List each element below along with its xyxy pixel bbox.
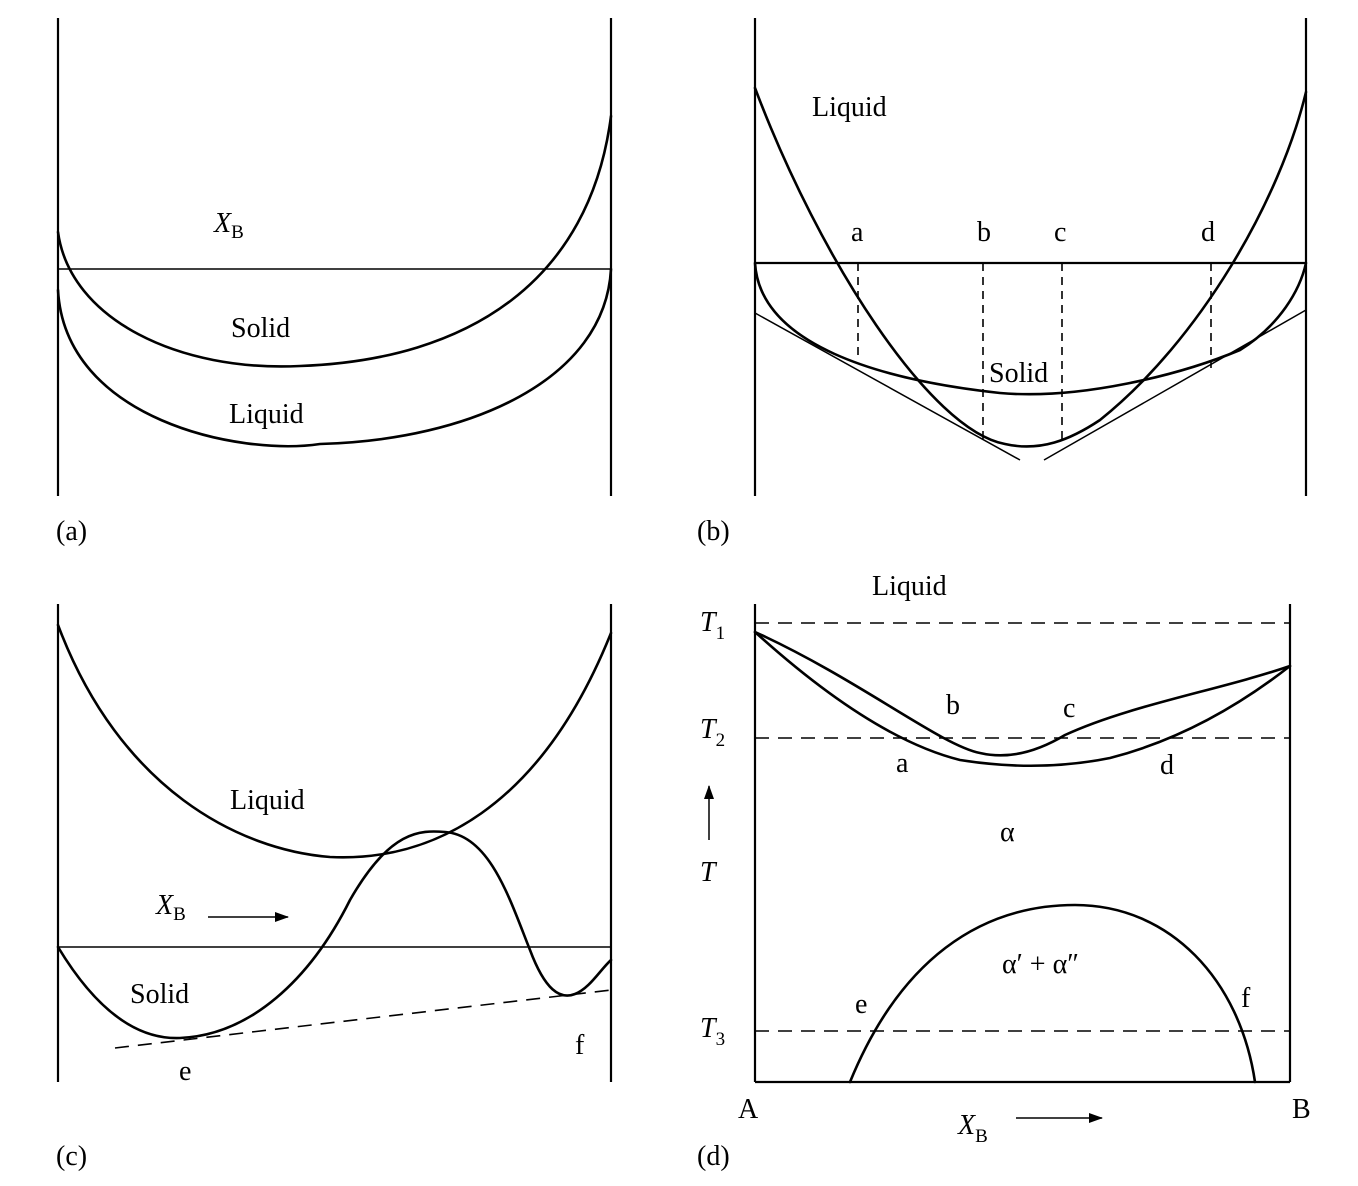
t1-label: T1 (700, 607, 725, 644)
xb-label: XB (957, 1110, 988, 1147)
common-tangent-left (754, 312, 1021, 461)
point-f-label: f (1241, 983, 1251, 1014)
panel-caption: (b) (697, 516, 730, 547)
t-axis-label: T (700, 857, 718, 888)
panel-caption: (c) (56, 1141, 87, 1172)
liquid-curve (56, 623, 613, 859)
point-f-label: f (575, 1030, 585, 1061)
point-e-label: e (179, 1056, 191, 1087)
panel-d: Liquid T1 T2 T3 T a b c d e f α α′ + α″ … (697, 571, 1311, 1172)
miscibility-gap-curve (848, 903, 1257, 1084)
panel-c: Liquid Solid XB e f (c) (56, 604, 613, 1172)
point-c-label: c (1063, 693, 1075, 724)
xb-label: XB (213, 208, 244, 243)
common-tangent-right (1043, 309, 1307, 461)
point-c-label: c (1054, 217, 1066, 248)
solid-curve (753, 261, 1308, 396)
xb-label: XB (155, 890, 186, 925)
point-d-label: d (1160, 750, 1174, 781)
two-phase-label: α′ + α″ (1002, 949, 1079, 980)
alpha-phase-label: α (1000, 817, 1015, 848)
liquid-label: Liquid (872, 571, 947, 602)
x-axis-right-label: B (1292, 1094, 1311, 1125)
panel-caption: (a) (56, 516, 87, 547)
liquidus-curve (753, 630, 1292, 757)
liquid-label: Liquid (229, 399, 304, 430)
point-a-label: a (851, 217, 864, 248)
solid-label: Solid (989, 358, 1048, 389)
panel-a: XB Solid Liquid (a) (56, 18, 613, 547)
liquid-label: Liquid (230, 785, 305, 816)
point-d-label: d (1201, 217, 1215, 248)
common-tangent-dashed (114, 989, 612, 1049)
x-axis-left-label: A (738, 1094, 759, 1125)
solidus-curve (753, 630, 1292, 768)
panel-caption: (d) (697, 1141, 730, 1172)
solid-curve (56, 830, 613, 1040)
solid-curve (56, 114, 613, 368)
point-b-label: b (977, 217, 991, 248)
t2-label: T2 (700, 714, 725, 751)
point-b-label: b (946, 690, 960, 721)
point-e-label: e (855, 989, 867, 1020)
liquid-label: Liquid (812, 92, 887, 123)
solid-label: Solid (130, 979, 189, 1010)
point-a-label: a (896, 748, 909, 779)
liquid-curve (753, 86, 1308, 448)
panel-b: Liquid Solid a b c d (b) (697, 18, 1308, 547)
liquid-curve (56, 267, 613, 448)
t3-label: T3 (700, 1013, 725, 1050)
solid-label: Solid (231, 313, 290, 344)
